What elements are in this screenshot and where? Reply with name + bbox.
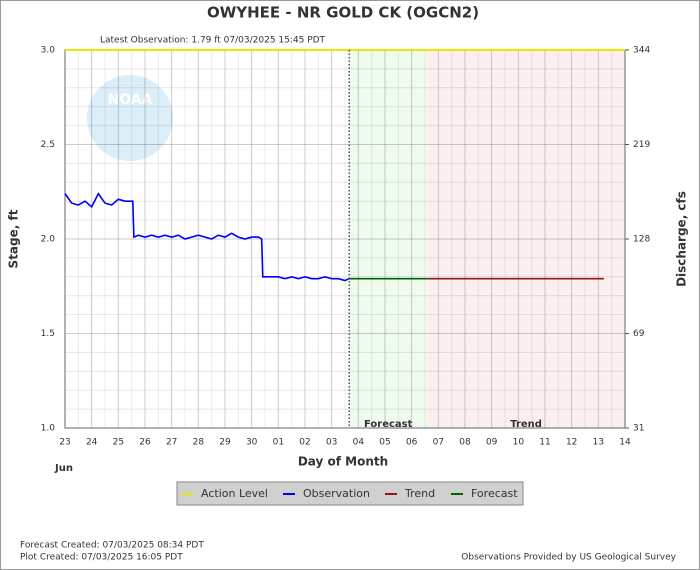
x-tick-label: 11 [539,438,550,448]
legend-label: Forecast [471,487,518,500]
x-tick-label: 26 [139,438,151,448]
legend-label: Observation [303,487,370,500]
y-tick-label: 2.5 [41,140,55,150]
region [427,50,625,428]
x-tick-label: 23 [59,438,70,448]
x-tick-label: 30 [246,438,258,448]
region [349,50,428,428]
x-tick-label: 02 [299,438,310,448]
logo-text: NOAA [108,92,153,108]
y-tick-label: 3.0 [41,46,56,56]
chart-title: OWYHEE - NR GOLD CK (OGCN2) [207,4,479,22]
region-label: Forecast [364,419,413,430]
x-tick-label: 29 [219,438,231,448]
footer-text: Forecast Created: 07/03/2025 08:34 PDT [20,541,204,551]
legend: Action Level Observation Trend Forecast [181,487,518,500]
x-tick-label: 01 [273,438,284,448]
plot-background: NOAA [64,49,626,429]
month-label: Jun [54,463,73,474]
footer-text: Plot Created: 07/03/2025 16:05 PDT [20,553,183,563]
x-tick-label: 10 [513,438,525,448]
y-tick-label: 1.5 [41,329,55,339]
x-tick-label: 04 [353,438,365,448]
logo [87,75,173,161]
x-tick-label: 05 [379,438,390,448]
x-tick-label: 06 [406,438,418,448]
legend-label: Trend [404,487,435,500]
x-axis-label: Day of Month [298,455,388,469]
series-line [64,192,350,282]
x-tick-label: 14 [619,438,631,448]
legend-box [176,481,524,506]
x-tick-label: 09 [486,438,498,448]
x-tick-label: 12 [566,438,577,448]
x-tick-label: 28 [193,438,205,448]
y2-axis-label: Discharge, cfs [675,191,689,287]
y2-tick-label: 344 [633,46,650,56]
legend-label: Action Level [201,487,268,500]
y2-tick-label: 128 [633,235,650,245]
x-tick-label: 25 [113,438,124,448]
y-tick-label: 2.0 [41,235,56,245]
y2-tick-label: 69 [633,329,645,339]
y-axis-label: Stage, ft [7,209,21,268]
region-label: Trend [510,419,542,430]
subtitle: Latest Observation: 1.79 ft 07/03/2025 1… [100,36,326,46]
x-tick-label: 03 [326,438,337,448]
x-tick-label: 07 [433,438,444,448]
x-tick-label: 08 [459,438,471,448]
x-tick-label: 13 [593,438,604,448]
footer-text: Observations Provided by US Geological S… [461,553,676,563]
x-tick-label: 24 [86,438,98,448]
y-tick-label: 1.0 [41,424,56,434]
y2-tick-label: 31 [633,424,644,434]
x-tick-label: 27 [166,438,177,448]
y2-tick-label: 219 [633,140,650,150]
